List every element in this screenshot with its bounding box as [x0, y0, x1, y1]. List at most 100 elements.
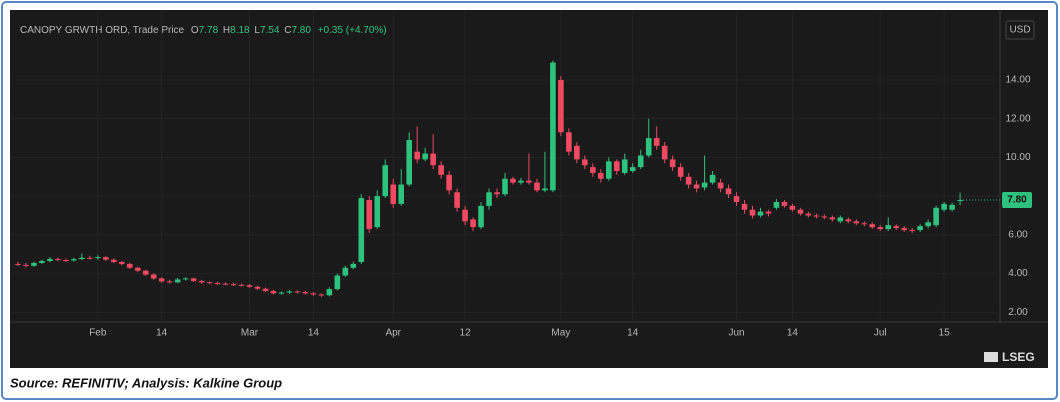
y-tick-label: 10.00 [1005, 152, 1030, 163]
candle-body [637, 155, 644, 168]
y-tick-label: 4.00 [1008, 268, 1028, 279]
candle-body [494, 192, 500, 195]
candle-body [949, 204, 955, 210]
candle-body [198, 280, 205, 283]
candle-body [765, 211, 772, 214]
candle-body [701, 182, 708, 188]
candle-body [653, 138, 660, 146]
candle-body [15, 263, 21, 265]
candle-body [605, 161, 612, 179]
candle-body [598, 172, 604, 179]
candle-body [781, 201, 788, 206]
ohlc-letter: O [191, 25, 199, 36]
candle-body [382, 165, 389, 197]
logo-text: LSEG [1002, 350, 1035, 364]
y-tick-label: 14.00 [1005, 75, 1030, 86]
candle-body [87, 257, 93, 259]
candle-body [350, 263, 357, 268]
candle-body [430, 153, 436, 166]
chart-panel [10, 10, 1048, 368]
candle-body [150, 274, 157, 279]
header: CANOPY GRWTH ORD, Trade Price O7.78 H8.1… [20, 25, 387, 36]
candle-body [422, 153, 428, 160]
candle-body [613, 161, 620, 171]
ohlc-value: 8.18 [230, 25, 250, 36]
candle-body [661, 145, 668, 160]
candle-body [294, 291, 301, 293]
candle-body [502, 178, 508, 195]
candle-body [103, 257, 109, 260]
candle-body [134, 267, 141, 271]
candle-body [518, 180, 524, 183]
candle-body [550, 62, 556, 191]
candle-body [182, 278, 189, 280]
candle-body [438, 165, 444, 175]
last-price-label: 7.80 [1007, 195, 1027, 206]
candle-body [286, 291, 293, 293]
candle-body [446, 174, 452, 191]
candle-body [821, 216, 828, 218]
candle-body [270, 291, 277, 294]
candle-body [246, 285, 253, 287]
candle-body [334, 275, 341, 290]
candle-body [629, 167, 636, 171]
candle-body [478, 205, 484, 228]
candle-body [725, 188, 732, 195]
candle-body [749, 209, 756, 216]
candle-body [837, 217, 844, 222]
ohlc-letter: H [223, 25, 230, 36]
last-price-tag [1002, 192, 1032, 209]
candle-body [95, 257, 101, 259]
candle-body [677, 167, 684, 177]
x-tick-label: Mar [241, 328, 259, 339]
ohlc-value: 7.78 [199, 25, 219, 36]
candle-body [406, 140, 412, 185]
candle-body [214, 282, 221, 284]
candle-body [47, 259, 53, 262]
x-tick-label: 14 [787, 328, 799, 339]
candle-body [326, 289, 333, 296]
candle-body [829, 217, 836, 220]
candle-body [773, 201, 780, 208]
candle-body [917, 226, 923, 231]
candle-body [845, 219, 852, 222]
y-tick-label: 6.00 [1008, 230, 1028, 241]
candle-body [454, 192, 460, 208]
candle-body [79, 257, 85, 260]
candle-body [23, 264, 29, 266]
candle-body [797, 209, 804, 214]
candle-body [510, 178, 516, 183]
candle-body [302, 291, 309, 294]
x-tick-label: 14 [627, 328, 639, 339]
candle-body [278, 292, 285, 294]
currency-box [1005, 20, 1035, 40]
candle-body [709, 174, 716, 183]
candle-body [925, 222, 931, 227]
candle-body [574, 145, 580, 160]
y-tick-label: 12.00 [1005, 113, 1030, 124]
candle-body [789, 205, 796, 210]
candle-body [358, 198, 365, 262]
candle-body [590, 167, 596, 173]
candle-body [669, 159, 676, 168]
candle-body [526, 180, 532, 183]
candle-body [685, 176, 692, 185]
candle-body [909, 230, 915, 232]
candle-body [190, 278, 197, 281]
candle-body [342, 267, 349, 276]
x-tick-label: May [551, 328, 570, 339]
candle-body [158, 278, 165, 282]
candle-body [206, 282, 213, 284]
candle-body [542, 188, 548, 191]
candle-body [31, 262, 37, 266]
candle-body [63, 260, 69, 262]
candle-body [486, 192, 492, 206]
candle-body [366, 200, 373, 230]
x-tick-label: 15 [939, 328, 951, 339]
candle-body [470, 219, 476, 228]
source: Source: REFINITIV; Analysis: Kalkine Gro… [10, 375, 282, 390]
candle-body [645, 138, 652, 156]
candle-body [174, 279, 181, 283]
candle-body [901, 228, 907, 231]
